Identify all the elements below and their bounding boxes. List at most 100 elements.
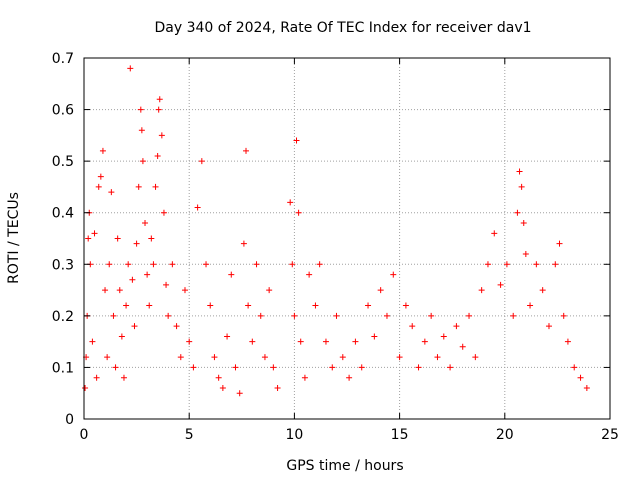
data-point bbox=[503, 261, 510, 268]
data-point bbox=[102, 287, 109, 294]
data-point bbox=[158, 132, 165, 139]
data-point bbox=[129, 276, 136, 283]
data-point bbox=[219, 385, 226, 392]
data-point bbox=[295, 209, 302, 216]
data-point bbox=[560, 312, 567, 319]
data-point bbox=[571, 364, 578, 371]
data-point bbox=[415, 364, 422, 371]
y-tick-label: 0.6 bbox=[52, 103, 74, 119]
data-point bbox=[144, 271, 151, 278]
data-point bbox=[484, 261, 491, 268]
data-point bbox=[257, 312, 264, 319]
data-point bbox=[390, 271, 397, 278]
y-tick-label: 0.1 bbox=[52, 360, 74, 376]
data-point bbox=[228, 271, 235, 278]
data-point bbox=[112, 364, 119, 371]
data-point bbox=[396, 354, 403, 361]
data-point bbox=[146, 302, 153, 309]
chart-title: Day 340 of 2024, Rate Of TEC Index for r… bbox=[154, 20, 531, 36]
data-point bbox=[510, 312, 517, 319]
data-point bbox=[110, 312, 117, 319]
data-point bbox=[291, 312, 298, 319]
data-point bbox=[322, 338, 329, 345]
data-point bbox=[85, 235, 92, 242]
data-point bbox=[169, 261, 176, 268]
data-point bbox=[564, 338, 571, 345]
data-point bbox=[266, 287, 273, 294]
y-tick-label: 0.5 bbox=[52, 154, 74, 170]
data-point bbox=[173, 323, 180, 330]
y-tick-label: 0.2 bbox=[52, 309, 74, 325]
data-point bbox=[383, 312, 390, 319]
data-point bbox=[165, 312, 172, 319]
x-tick-label: 10 bbox=[285, 427, 303, 443]
data-point bbox=[133, 240, 140, 247]
data-point bbox=[518, 183, 525, 190]
data-point bbox=[306, 271, 313, 278]
data-point bbox=[155, 106, 162, 113]
data-point bbox=[138, 127, 145, 134]
plot-frame bbox=[83, 57, 611, 420]
y-tick-label: 0.7 bbox=[52, 51, 74, 67]
data-point bbox=[491, 230, 498, 237]
data-point bbox=[118, 333, 125, 340]
data-point bbox=[99, 147, 106, 154]
data-point bbox=[333, 312, 340, 319]
data-point bbox=[89, 338, 96, 345]
data-point bbox=[207, 302, 214, 309]
data-point bbox=[131, 323, 138, 330]
data-point bbox=[156, 96, 163, 103]
data-point bbox=[522, 250, 529, 257]
data-point bbox=[371, 333, 378, 340]
data-point bbox=[552, 261, 559, 268]
data-point bbox=[421, 338, 428, 345]
data-point bbox=[198, 158, 205, 165]
data-point bbox=[203, 261, 210, 268]
y-axis-ticks: 0 0.1 0.2 0.3 0.4 0.5 0.6 0.7 bbox=[52, 51, 610, 428]
data-point bbox=[478, 287, 485, 294]
data-point bbox=[82, 385, 89, 392]
data-point bbox=[520, 220, 527, 227]
data-point bbox=[514, 209, 521, 216]
data-point bbox=[270, 364, 277, 371]
data-point bbox=[95, 183, 102, 190]
data-point bbox=[139, 158, 146, 165]
data-point bbox=[274, 385, 281, 392]
data-point bbox=[533, 261, 540, 268]
data-point bbox=[177, 354, 184, 361]
data-point bbox=[245, 302, 252, 309]
y-axis-label: ROTI / TECUs bbox=[6, 192, 22, 284]
data-point bbox=[135, 183, 142, 190]
data-point bbox=[527, 302, 534, 309]
data-point bbox=[194, 204, 201, 211]
x-tick-label: 25 bbox=[601, 427, 619, 443]
data-point bbox=[377, 287, 384, 294]
data-point bbox=[211, 354, 218, 361]
data-point bbox=[108, 189, 115, 196]
data-point bbox=[289, 261, 296, 268]
data-point bbox=[236, 390, 243, 397]
data-point bbox=[116, 287, 123, 294]
data-point bbox=[312, 302, 319, 309]
data-point bbox=[253, 261, 260, 268]
data-point bbox=[358, 364, 365, 371]
data-point bbox=[120, 374, 127, 381]
data-point bbox=[186, 338, 193, 345]
data-point bbox=[93, 374, 100, 381]
data-point bbox=[402, 302, 409, 309]
data-point bbox=[91, 230, 98, 237]
data-point bbox=[154, 152, 161, 159]
data-point bbox=[97, 173, 104, 180]
data-point bbox=[577, 374, 584, 381]
data-point bbox=[142, 220, 149, 227]
data-point bbox=[293, 137, 300, 144]
data-point bbox=[148, 235, 155, 242]
data-point bbox=[453, 323, 460, 330]
data-point bbox=[240, 240, 247, 247]
data-point bbox=[339, 354, 346, 361]
data-point bbox=[287, 199, 294, 206]
x-tick-label: 15 bbox=[391, 427, 409, 443]
data-point bbox=[163, 281, 170, 288]
data-point bbox=[346, 374, 353, 381]
